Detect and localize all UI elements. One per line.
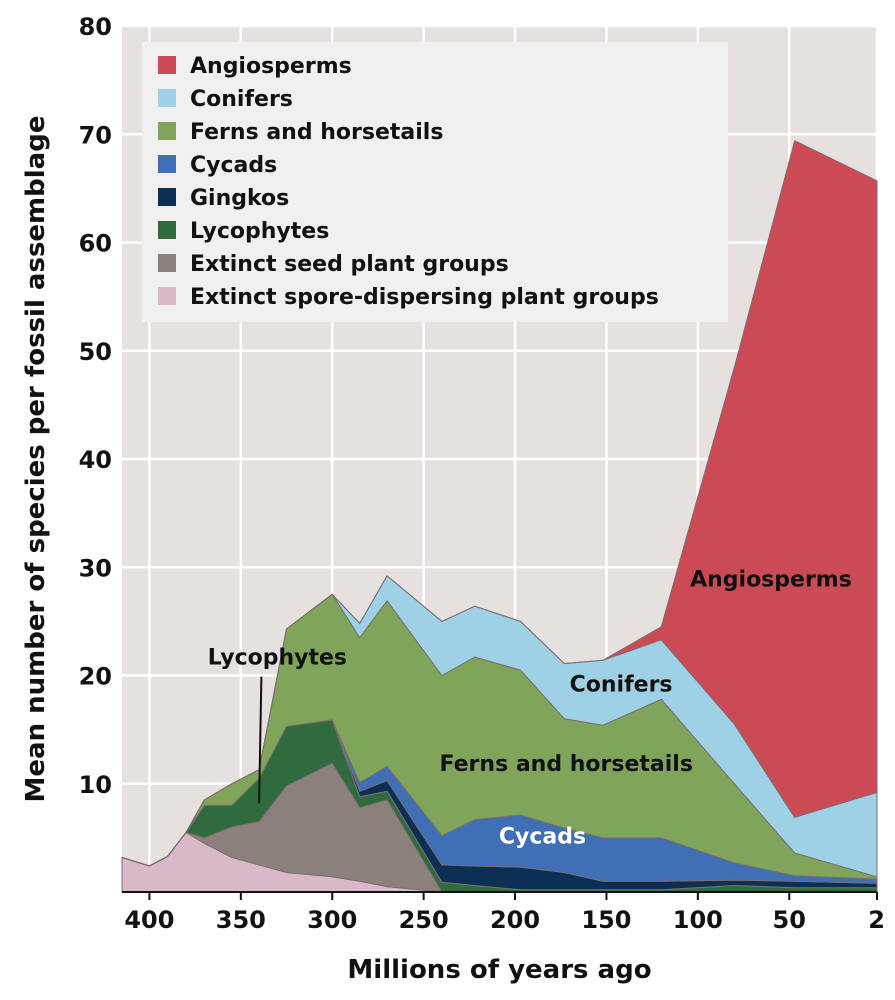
area-labels: Angiosperms Conifers Ferns and horsetails C… [208, 568, 852, 850]
legend-label-3: Cycads [190, 153, 277, 178]
legend-swatch-4 [158, 188, 176, 206]
legend-label-0: Angiosperms [190, 54, 352, 79]
area-label-angiosperms: Angiosperms [690, 568, 852, 593]
legend-swatch-1 [158, 89, 176, 107]
x-tick-label-150: 150 [581, 906, 631, 934]
area-label-cycads: Cycads [499, 824, 586, 849]
axes: 400 350 300 250 200 150 100 50 2 10 20 30 40 50 60 70 80… [21, 13, 885, 985]
legend-label-2: Ferns and horsetails [190, 120, 443, 145]
area-label-conifers: Conifers [570, 673, 673, 698]
area-label-lycophytes: Lycophytes [208, 646, 347, 671]
legend-swatch-2 [158, 122, 176, 140]
legend-swatch-0 [158, 56, 176, 74]
area-angiosperms [121, 140, 878, 867]
lycophytes-pointer-line [258, 676, 263, 804]
x-axis-title: Millions of years ago [347, 955, 651, 985]
legend-swatch-6 [158, 254, 176, 272]
x-tick-label-100: 100 [673, 906, 723, 934]
y-axis-title: Mean number of species per fossil assemb… [21, 116, 51, 803]
legend: Angiosperms Conifers Ferns and horsetails C… [142, 42, 728, 322]
legend-swatch-5 [158, 221, 176, 239]
x-tick-label-400: 400 [124, 906, 174, 934]
x-tick-label-200: 200 [490, 906, 540, 934]
y-tick-label-70: 70 [79, 121, 112, 149]
x-tick-label-300: 300 [307, 906, 357, 934]
legend-label-1: Conifers [190, 87, 293, 112]
y-tick-label-80: 80 [79, 13, 112, 41]
x-tick-label-350: 350 [216, 906, 266, 934]
legend-box [142, 42, 728, 322]
legend-label-5: Lycophytes [190, 219, 329, 244]
y-tick-label-40: 40 [79, 446, 112, 474]
legend-swatch-7 [158, 287, 176, 305]
x-tick-label-2: 2 [868, 906, 885, 934]
legend-label-7: Extinct spore-dispersing plant groups [190, 285, 659, 310]
y-tick-label-60: 60 [79, 230, 112, 258]
x-tick-label-50: 50 [773, 906, 806, 934]
y-tick-label-30: 30 [79, 554, 112, 582]
stacked-areas [121, 140, 878, 893]
y-tick-label-20: 20 [79, 663, 112, 691]
legend-swatch-3 [158, 155, 176, 173]
x-tick-label-250: 250 [399, 906, 449, 934]
y-tick-label-50: 50 [79, 338, 112, 366]
y-tick-label-10: 10 [79, 771, 112, 799]
legend-label-4: Gingkos [190, 186, 289, 211]
legend-label-6: Extinct seed plant groups [190, 252, 509, 277]
area-label-ferns-and-horsetails: Ferns and horsetails [440, 752, 693, 777]
